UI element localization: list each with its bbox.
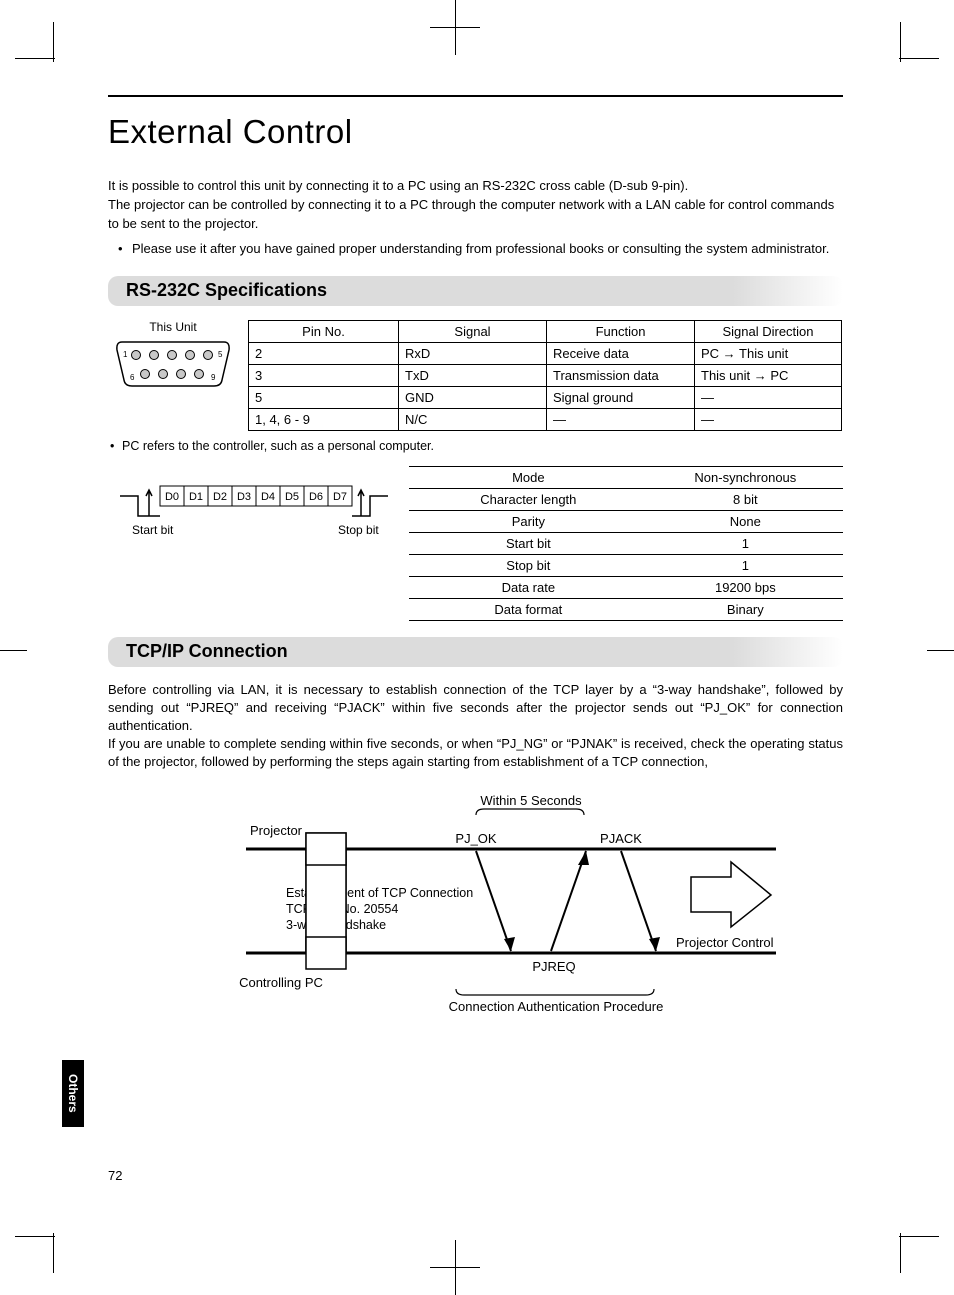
dsub-connector: This Unit 1 5 6 9: [108, 320, 238, 393]
page-content: External Control It is possible to contr…: [108, 95, 843, 1032]
svg-text:Projector Control: Projector Control: [676, 935, 774, 950]
svg-text:D3: D3: [237, 491, 251, 503]
mode-block: D0 D1 D2 D3 D4 D5 D6 D7 Start bit Stop bit Mode…: [108, 466, 843, 621]
pc-note: PC refers to the controller, such as a p…: [108, 437, 843, 455]
pin-cell: PC → This unit: [695, 343, 842, 365]
pin-th-1: Signal: [399, 321, 547, 343]
intro-line-1: It is possible to control this unit by c…: [108, 177, 843, 196]
mode-cell: 1: [648, 554, 843, 576]
pin-th-2: Function: [547, 321, 695, 343]
pin-cell: This unit → PC: [695, 365, 842, 387]
pin-cell: 2: [249, 343, 399, 365]
mode-cell: Parity: [409, 510, 648, 532]
mode-cell: Stop bit: [409, 554, 648, 576]
dsub-label: This Unit: [108, 320, 238, 334]
mode-cell: Character length: [409, 488, 648, 510]
intro-line-2: The projector can be controlled by conne…: [108, 196, 843, 234]
pin-cell: GND: [399, 387, 547, 409]
pin-cell: 3: [249, 365, 399, 387]
svg-text:D4: D4: [261, 491, 275, 503]
svg-text:D5: D5: [285, 491, 299, 503]
pin-cell: Transmission data: [547, 365, 695, 387]
svg-text:PJREQ: PJREQ: [532, 959, 575, 974]
mode-cell: Non-synchronous: [648, 466, 843, 488]
svg-text:PJACK: PJACK: [600, 831, 642, 846]
pin-th-3: Signal Direction: [695, 321, 842, 343]
svg-text:D0: D0: [165, 491, 179, 503]
section-rs232c-heading: RS-232C Specifications: [108, 276, 843, 306]
within-5s-label: Within 5 Seconds: [480, 793, 582, 808]
svg-text:PJ_OK: PJ_OK: [455, 831, 497, 846]
mode-cell: Binary: [648, 598, 843, 620]
pin-cell: 5: [249, 387, 399, 409]
pin-cell: Receive data: [547, 343, 695, 365]
svg-text:D1: D1: [189, 491, 203, 503]
pin-cell: —: [695, 387, 842, 409]
svg-text:D6: D6: [309, 491, 323, 503]
sidebar-tab-others: Others: [62, 1060, 84, 1127]
svg-text:9: 9: [211, 373, 216, 382]
pin-cell: N/C: [399, 409, 547, 431]
rs232c-block: This Unit 1 5 6 9 Pin No. Signal Function …: [108, 320, 843, 431]
svg-text:Controlling PC: Controlling PC: [239, 975, 323, 990]
svg-text:6: 6: [130, 373, 135, 382]
pin-cell: —: [695, 409, 842, 431]
svg-text:D7: D7: [333, 491, 347, 503]
svg-text:Projector: Projector: [249, 823, 302, 838]
mode-table: ModeNon-synchronous Character length8 bi…: [409, 466, 843, 621]
section-tcpip-heading: TCP/IP Connection: [108, 637, 843, 667]
pin-th-0: Pin No.: [249, 321, 399, 343]
pin-cell: RxD: [399, 343, 547, 365]
mode-cell: None: [648, 510, 843, 532]
pin-cell: 1, 4, 6 - 9: [249, 409, 399, 431]
page-number: 72: [108, 1168, 122, 1183]
pin-table: Pin No. Signal Function Signal Direction…: [248, 320, 842, 431]
svg-text:5: 5: [218, 350, 223, 359]
svg-text:1: 1: [123, 350, 128, 359]
tcp-paragraph-2: If you are unable to complete sending wi…: [108, 735, 843, 771]
bits-diagram: D0 D1 D2 D3 D4 D5 D6 D7 Start bit Stop bit: [108, 466, 396, 549]
pin-cell: —: [547, 409, 695, 431]
pin-cell: Signal ground: [547, 387, 695, 409]
mode-cell: Data format: [409, 598, 648, 620]
tcp-paragraph-1: Before controlling via LAN, it is necess…: [108, 681, 843, 736]
mode-cell: Mode: [409, 466, 648, 488]
pin-cell: TxD: [399, 365, 547, 387]
svg-text:D2: D2: [213, 491, 227, 503]
mode-cell: Start bit: [409, 532, 648, 554]
mode-cell: 8 bit: [648, 488, 843, 510]
dsub-icon: 1 5 6 9: [114, 338, 232, 390]
svg-text:Start bit: Start bit: [132, 523, 174, 537]
svg-text:Connection Authentication Proc: Connection Authentication Procedure: [448, 999, 663, 1014]
tcp-diagram: Within 5 Seconds Projector PJ_OK PJACK E…: [176, 787, 776, 1032]
mode-cell: Data rate: [409, 576, 648, 598]
mode-cell: 19200 bps: [648, 576, 843, 598]
page-title: External Control: [108, 113, 843, 151]
svg-text:Stop bit: Stop bit: [338, 523, 379, 537]
intro-bullet: Please use it after you have gained prop…: [108, 240, 843, 259]
mode-cell: 1: [648, 532, 843, 554]
